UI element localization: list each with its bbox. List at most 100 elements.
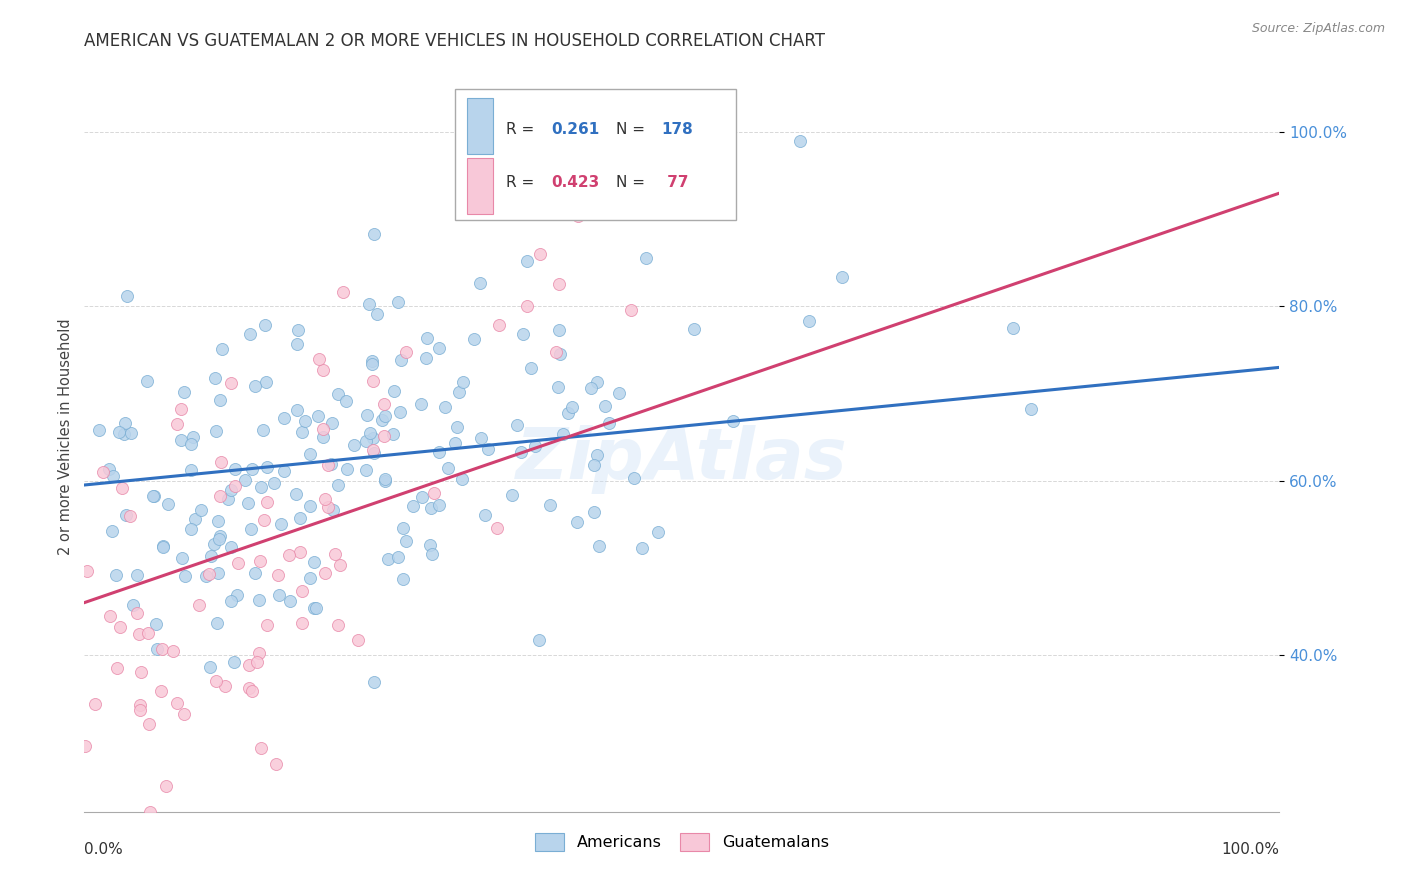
Point (254, 376, 277, 390)
Point (363, 227, 385, 241)
Point (451, 375, 474, 389)
Text: 0.423: 0.423 (551, 175, 600, 190)
Point (291, 615, 314, 630)
Point (221, 483, 243, 498)
Point (183, 512, 205, 526)
Point (323, 547, 346, 561)
Point (129, 665, 152, 679)
Point (579, 381, 602, 395)
Point (250, 480, 273, 494)
Point (631, 541, 654, 556)
Point (363, 674, 385, 689)
Point (322, 503, 344, 517)
Point (204, 371, 226, 385)
Point (314, 566, 336, 580)
Point (321, 416, 343, 430)
Point (308, 352, 330, 367)
Point (111, 481, 134, 495)
Point (245, 378, 267, 392)
Point (145, 641, 167, 656)
Point (138, 717, 160, 731)
Point (402, 499, 425, 513)
Point (449, 384, 471, 399)
Point (207, 514, 229, 528)
Point (302, 555, 325, 569)
Point (173, 706, 195, 721)
Point (118, 508, 141, 523)
FancyBboxPatch shape (456, 88, 735, 219)
Point (361, 374, 384, 388)
Point (565, 515, 588, 529)
Point (557, 406, 579, 420)
Point (242, 684, 264, 698)
Point (388, 405, 411, 419)
Point (437, 461, 460, 475)
Point (152, 540, 174, 554)
Point (136, 374, 159, 388)
Point (319, 457, 342, 471)
Point (374, 409, 396, 424)
Point (108, 620, 131, 634)
Point (427, 499, 450, 513)
Point (256, 618, 278, 632)
Point (477, 442, 499, 457)
Point (294, 414, 316, 428)
Point (267, 568, 290, 582)
Point (114, 508, 136, 522)
Point (285, 403, 308, 417)
Point (198, 566, 221, 581)
Point (411, 397, 433, 411)
Point (256, 494, 278, 508)
Point (108, 425, 131, 439)
Point (288, 510, 311, 524)
Point (169, 401, 191, 416)
Point (363, 446, 385, 460)
Point (91, 465, 114, 479)
Point (586, 375, 609, 389)
Point (357, 296, 380, 310)
Point (299, 571, 322, 585)
Point (288, 545, 311, 559)
Point (336, 462, 359, 476)
Point (316, 500, 339, 514)
Point (291, 584, 314, 599)
Point (538, 498, 561, 512)
Point (256, 459, 278, 474)
Point (224, 462, 246, 476)
Y-axis label: 2 or more Vehicles in Household: 2 or more Vehicles in Household (58, 318, 73, 556)
Point (567, 210, 589, 224)
FancyBboxPatch shape (467, 158, 494, 214)
Point (252, 423, 274, 437)
Point (75, 739, 97, 754)
Point (683, 322, 706, 336)
Point (273, 411, 295, 425)
Point (371, 412, 394, 426)
Point (211, 343, 233, 357)
Point (463, 332, 485, 346)
Point (519, 360, 541, 375)
Point (270, 516, 292, 531)
Point (335, 393, 357, 408)
Point (238, 657, 260, 672)
Point (209, 529, 232, 543)
Point (174, 569, 197, 583)
Point (278, 593, 301, 607)
Point (598, 416, 620, 430)
Text: R =: R = (506, 122, 540, 137)
Point (343, 437, 366, 451)
Text: N =: N = (616, 175, 650, 190)
Text: R =: R = (506, 175, 540, 190)
Point (1019, 402, 1042, 417)
Point (547, 380, 569, 394)
Point (291, 425, 314, 439)
Point (312, 430, 335, 444)
Point (360, 357, 382, 371)
Point (173, 384, 195, 399)
Point (221, 594, 243, 608)
Point (361, 443, 384, 458)
Point (470, 432, 492, 446)
Point (433, 400, 456, 414)
Text: 100.0%: 100.0% (1222, 842, 1279, 856)
Point (427, 445, 450, 459)
Point (360, 353, 382, 368)
